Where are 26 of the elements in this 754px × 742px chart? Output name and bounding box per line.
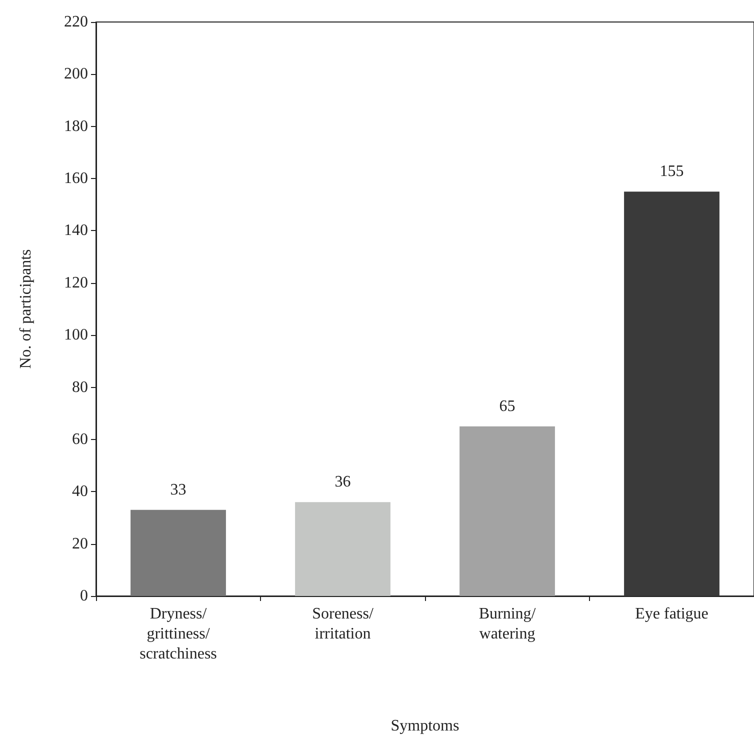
x-axis-title: Symptoms	[390, 718, 460, 734]
bar	[295, 502, 390, 596]
data-label: 65	[499, 398, 516, 415]
x-tick-label: Eye fatigue	[635, 606, 708, 622]
y-tick-label: 80	[72, 378, 88, 396]
y-tick-label: 60	[72, 430, 88, 448]
x-tick-label: Soreness/ irritation	[312, 606, 374, 642]
y-tick-label: 20	[72, 535, 88, 552]
y-tick-label: 100	[64, 326, 88, 344]
x-tick-label: Dryness/ grittiness/ scratchiness	[140, 606, 217, 662]
y-tick-label: 200	[64, 66, 88, 83]
y-tick-label: 160	[64, 170, 88, 188]
y-tick-label: 120	[64, 274, 88, 292]
data-label: 155	[660, 163, 684, 180]
y-tick-label: 140	[64, 222, 88, 240]
y-tick-label: 220	[64, 14, 88, 30]
data-label: 33	[170, 481, 186, 498]
x-tick-label: Burning/ watering	[478, 606, 536, 642]
y-tick-label: 180	[64, 118, 88, 135]
y-tick-label: 0	[80, 588, 88, 604]
bar	[624, 192, 720, 596]
y-tick-label: 40	[72, 483, 88, 500]
data-label: 36	[334, 474, 351, 491]
bar	[460, 426, 555, 596]
bar	[130, 510, 226, 596]
y-axis-title: No. of participants	[18, 249, 34, 369]
